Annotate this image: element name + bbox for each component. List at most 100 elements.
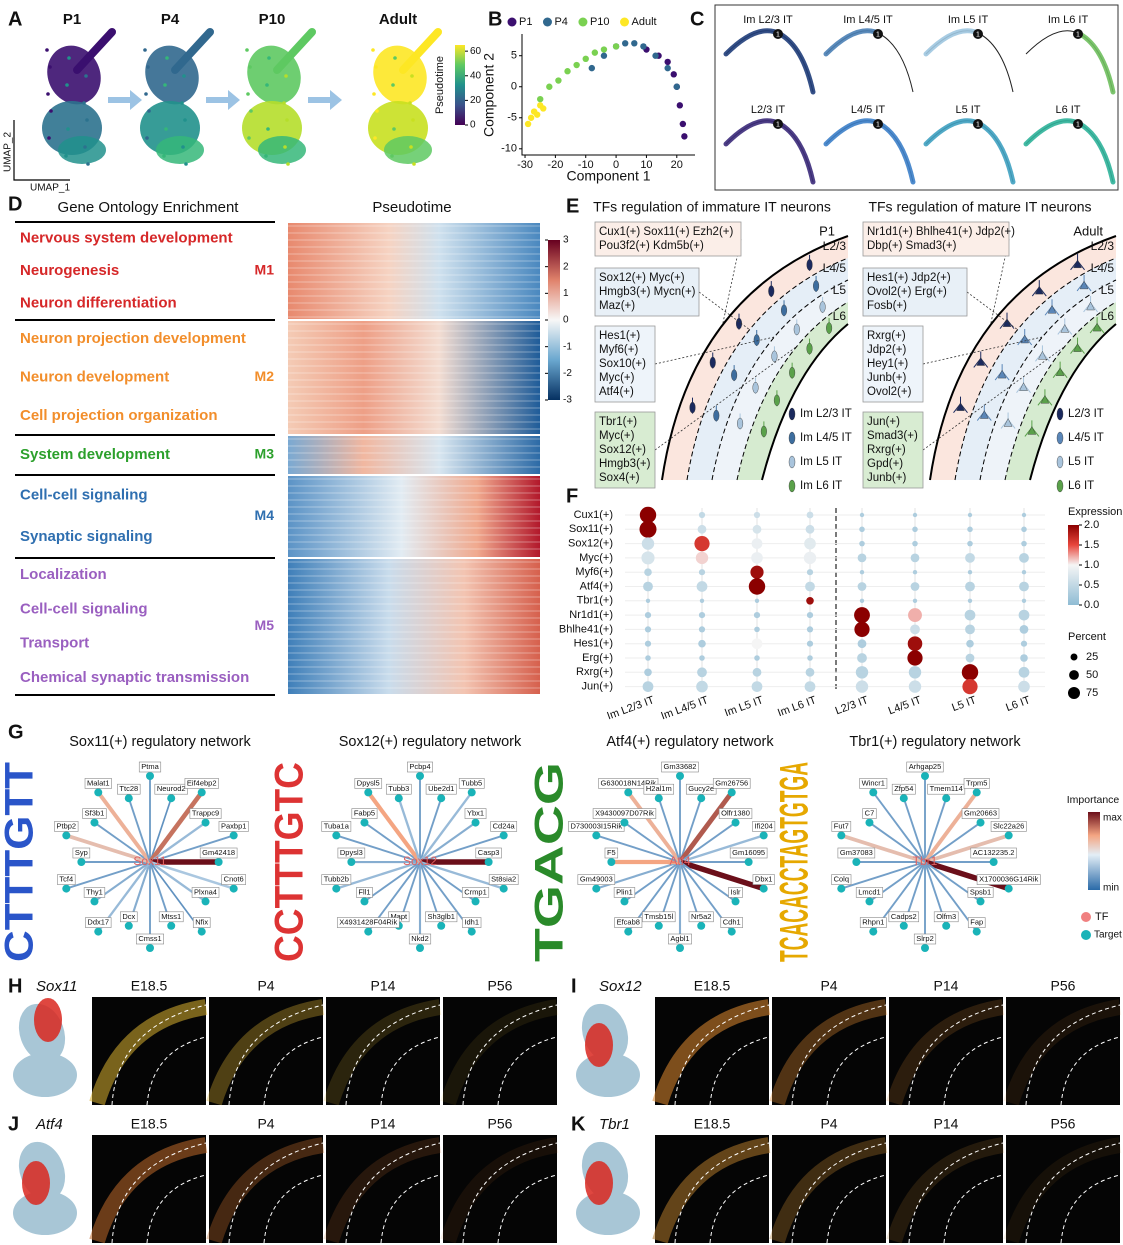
- umap-point: [286, 162, 290, 166]
- target-node: [942, 922, 950, 930]
- dot: [804, 552, 816, 564]
- umap-point: [47, 136, 51, 140]
- panel-label: E: [566, 195, 579, 217]
- regulatory-edge: [680, 862, 764, 889]
- dot: [754, 655, 760, 661]
- target-label: D730003I15Rik: [570, 821, 622, 830]
- dot: [1020, 654, 1028, 662]
- tf-box-text: Junb(+): [867, 472, 906, 484]
- umap-point: [410, 74, 414, 78]
- umap-point: [49, 109, 53, 113]
- legend-label: min: [1103, 883, 1119, 894]
- dot: [752, 538, 763, 549]
- dot: [911, 554, 920, 563]
- dot: [858, 582, 867, 591]
- target-label: Zfp54: [894, 784, 913, 793]
- target-node: [1005, 885, 1013, 893]
- target-node: [90, 819, 98, 827]
- target-label: Fabp5: [354, 809, 375, 818]
- module-label: M1: [255, 262, 275, 278]
- target-node: [360, 897, 368, 905]
- regulatory-edge: [399, 798, 420, 862]
- colorbar-tick-label: 1.5: [1084, 539, 1099, 551]
- neuron: [754, 334, 760, 345]
- tf-box-text: Myc(+): [599, 430, 635, 442]
- dot: [694, 536, 709, 551]
- target-label: Efcab8: [617, 918, 640, 927]
- dot: [696, 552, 708, 564]
- go-term: Cell-cell signaling: [20, 600, 148, 617]
- target-label: Casp3: [478, 848, 500, 857]
- umap-point: [285, 118, 289, 122]
- scatter-point: [613, 43, 619, 49]
- timepoint-label: P56: [1051, 1116, 1076, 1132]
- target-label: X1700036G14Rik: [979, 875, 1038, 884]
- umap-point: [182, 74, 186, 78]
- timepoint-label: P4: [161, 11, 180, 28]
- dot: [913, 599, 917, 603]
- target-label: Dcx: [122, 912, 135, 921]
- colorbar-tick-label: 1: [563, 288, 569, 299]
- umap-point: [184, 162, 188, 166]
- dot: [645, 612, 651, 618]
- tf-box-text: Hmgb3(+) Mycn(+): [599, 286, 696, 298]
- umap-point: [390, 154, 394, 158]
- target-node: [125, 922, 133, 930]
- target-label: Neurod2: [157, 784, 186, 793]
- target-label: Trpm5: [966, 778, 987, 787]
- target-node: [655, 794, 663, 802]
- x-tick-label: -30: [517, 159, 533, 171]
- scatter-point: [652, 53, 658, 59]
- row-label: Atf4(+): [580, 580, 613, 592]
- scatter-point: [601, 46, 607, 52]
- colorbar-tick-label: 0.0: [1084, 599, 1099, 611]
- panel-label: B: [488, 8, 502, 30]
- dot: [962, 664, 978, 680]
- go-term: Neuron projection development: [20, 330, 246, 347]
- dot: [807, 655, 813, 661]
- panel-label: C: [690, 8, 704, 30]
- dot: [807, 626, 813, 632]
- dot: [699, 612, 705, 618]
- trajectory-line: [1026, 31, 1113, 92]
- target-label: Gm33682: [664, 762, 697, 771]
- branch-label: 1: [776, 31, 780, 38]
- scatter-point: [681, 133, 687, 139]
- umap-point: [143, 48, 147, 52]
- umap-lobe: [58, 136, 106, 164]
- scatter-point: [671, 71, 677, 77]
- go-term: Neurogenesis: [20, 262, 119, 279]
- target-node: [900, 922, 908, 930]
- umap-point: [409, 145, 413, 149]
- motif-logo: TCACACCTAGTGTGA: [773, 762, 817, 962]
- column-label: L4/5 IT: [887, 694, 924, 717]
- panel-label: G: [8, 721, 24, 743]
- neuron: [826, 323, 832, 334]
- column-label: L6 IT: [1004, 694, 1032, 714]
- umap-point: [393, 56, 397, 60]
- colorbar-tick-label: 2: [563, 261, 569, 272]
- gene-name: Sox11: [36, 978, 77, 995]
- panel-label: I: [571, 975, 577, 997]
- umap-point: [245, 48, 249, 52]
- dot: [806, 597, 814, 605]
- colorbar-tick-label: 0: [470, 120, 476, 131]
- target-label: Tmem114: [930, 784, 963, 793]
- dot: [1020, 625, 1029, 634]
- target-node: [94, 928, 102, 936]
- target-node: [472, 819, 480, 827]
- target-node: [146, 772, 154, 780]
- neuron: [813, 280, 819, 291]
- row-label: Erg(+): [582, 652, 613, 664]
- row-label: Rxrg(+): [576, 666, 613, 678]
- target-label: AC132235.2: [973, 848, 1015, 857]
- dot: [967, 541, 973, 547]
- scatter-point: [677, 102, 683, 108]
- target-node: [472, 897, 480, 905]
- target-label: Fut7: [834, 821, 849, 830]
- go-term: Synaptic signaling: [20, 528, 153, 545]
- legend-label: P4: [554, 16, 567, 28]
- go-term: Neuron development: [20, 368, 169, 385]
- tf-box-text: Rxrg(+): [867, 330, 906, 342]
- dot: [644, 568, 652, 576]
